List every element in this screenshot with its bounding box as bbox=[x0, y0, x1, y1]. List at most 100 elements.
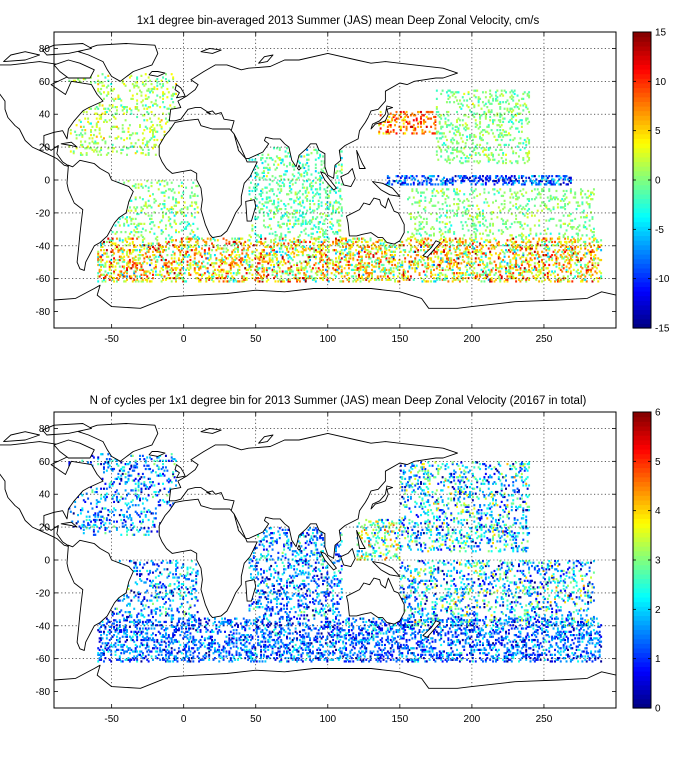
velocity-cell bbox=[314, 188, 317, 191]
velocity-cell bbox=[198, 273, 201, 276]
velocity-cell bbox=[467, 260, 470, 263]
velocity-cell bbox=[394, 114, 397, 117]
velocity-cell bbox=[411, 132, 414, 135]
velocity-cell bbox=[199, 278, 202, 281]
velocity-cell bbox=[336, 207, 339, 211]
velocity-cell bbox=[529, 244, 532, 247]
velocity-cell bbox=[98, 127, 101, 130]
velocity-cell bbox=[445, 180, 448, 183]
velocity-cell bbox=[424, 244, 427, 247]
velocity-cell bbox=[506, 250, 509, 253]
velocity-cell bbox=[509, 160, 512, 163]
velocity-cell bbox=[526, 260, 529, 263]
velocity-cell bbox=[541, 258, 544, 262]
velocity-cell bbox=[383, 273, 386, 276]
velocity-cell bbox=[303, 272, 306, 275]
velocity-cell bbox=[486, 125, 489, 128]
velocity-cell bbox=[160, 245, 163, 248]
velocity-cell bbox=[160, 275, 163, 278]
velocity-cell bbox=[140, 211, 143, 214]
velocity-cell bbox=[477, 161, 480, 165]
velocity-cell bbox=[451, 239, 454, 242]
velocity-cell bbox=[329, 201, 332, 204]
velocity-cell bbox=[322, 263, 324, 267]
velocity-cell bbox=[154, 143, 157, 147]
velocity-cell bbox=[146, 250, 149, 253]
velocity-cell bbox=[313, 255, 316, 258]
velocity-cell bbox=[336, 270, 339, 273]
velocity-cell bbox=[126, 147, 128, 150]
velocity-cell bbox=[303, 277, 306, 280]
velocity-cell bbox=[317, 193, 320, 196]
velocity-cell bbox=[490, 109, 493, 112]
velocity-cell bbox=[271, 258, 274, 262]
velocity-cell bbox=[368, 254, 371, 257]
velocity-cell bbox=[440, 258, 443, 262]
velocity-cell bbox=[130, 142, 133, 145]
velocity-cell bbox=[255, 204, 258, 207]
velocity-cell bbox=[535, 181, 538, 184]
velocity-cell bbox=[311, 191, 314, 194]
velocity-cell bbox=[136, 268, 139, 272]
velocity-cell bbox=[536, 240, 539, 244]
velocity-cell bbox=[320, 204, 323, 207]
velocity-cell bbox=[271, 158, 274, 161]
velocity-cell bbox=[481, 245, 484, 248]
velocity-cell bbox=[466, 280, 469, 283]
velocity-cell bbox=[114, 106, 117, 109]
velocity-cell bbox=[164, 227, 167, 230]
velocity-cell bbox=[167, 79, 170, 82]
velocity-cell bbox=[322, 222, 324, 225]
velocity-cell bbox=[496, 89, 499, 92]
velocity-cell bbox=[412, 183, 415, 186]
velocity-cell bbox=[424, 176, 427, 179]
velocity-cell bbox=[466, 247, 469, 250]
velocity-cell bbox=[555, 258, 558, 262]
velocity-cell bbox=[288, 163, 291, 166]
velocity-cell bbox=[457, 267, 460, 270]
velocity-cell bbox=[552, 272, 555, 275]
velocity-cell bbox=[484, 255, 487, 258]
velocity-cell bbox=[464, 254, 467, 257]
velocity-cell bbox=[248, 265, 251, 268]
velocity-cell bbox=[304, 232, 307, 235]
velocity-cell bbox=[428, 117, 431, 120]
velocity-cell bbox=[577, 258, 580, 262]
velocity-cell bbox=[359, 265, 362, 268]
velocity-cell bbox=[241, 257, 244, 260]
velocity-cell bbox=[260, 277, 263, 280]
velocity-cell bbox=[313, 237, 316, 240]
velocity-cell bbox=[457, 239, 460, 242]
velocity-cell bbox=[510, 277, 513, 280]
velocity-cell bbox=[515, 102, 518, 105]
velocity-cell bbox=[290, 270, 293, 273]
velocity-cell bbox=[120, 148, 123, 151]
velocity-cell bbox=[425, 181, 428, 184]
velocity-cell bbox=[506, 244, 509, 247]
velocity-cell bbox=[287, 267, 290, 270]
velocity-cell bbox=[510, 147, 513, 150]
velocity-cell bbox=[151, 242, 154, 245]
velocity-cell bbox=[473, 239, 476, 242]
velocity-cell bbox=[388, 257, 391, 260]
velocity-cell bbox=[87, 145, 90, 148]
velocity-cell bbox=[313, 247, 316, 250]
velocity-cell bbox=[445, 101, 448, 104]
velocity-cell bbox=[483, 112, 486, 115]
velocity-cell bbox=[339, 189, 342, 193]
velocity-cell bbox=[512, 181, 515, 184]
velocity-cell bbox=[470, 265, 473, 268]
velocity-cell bbox=[526, 122, 529, 125]
velocity-cell bbox=[486, 239, 489, 242]
velocity-cell bbox=[167, 272, 170, 275]
velocity-cell bbox=[105, 260, 108, 263]
velocity-cell bbox=[385, 272, 388, 275]
velocity-cell bbox=[352, 254, 355, 257]
velocity-cell bbox=[97, 263, 100, 267]
velocity-cell bbox=[473, 178, 476, 181]
velocity-cell bbox=[100, 273, 103, 276]
velocity-cell bbox=[149, 258, 152, 262]
velocity-cell bbox=[333, 189, 336, 193]
velocity-cell bbox=[499, 280, 502, 283]
velocity-cell bbox=[327, 250, 330, 253]
